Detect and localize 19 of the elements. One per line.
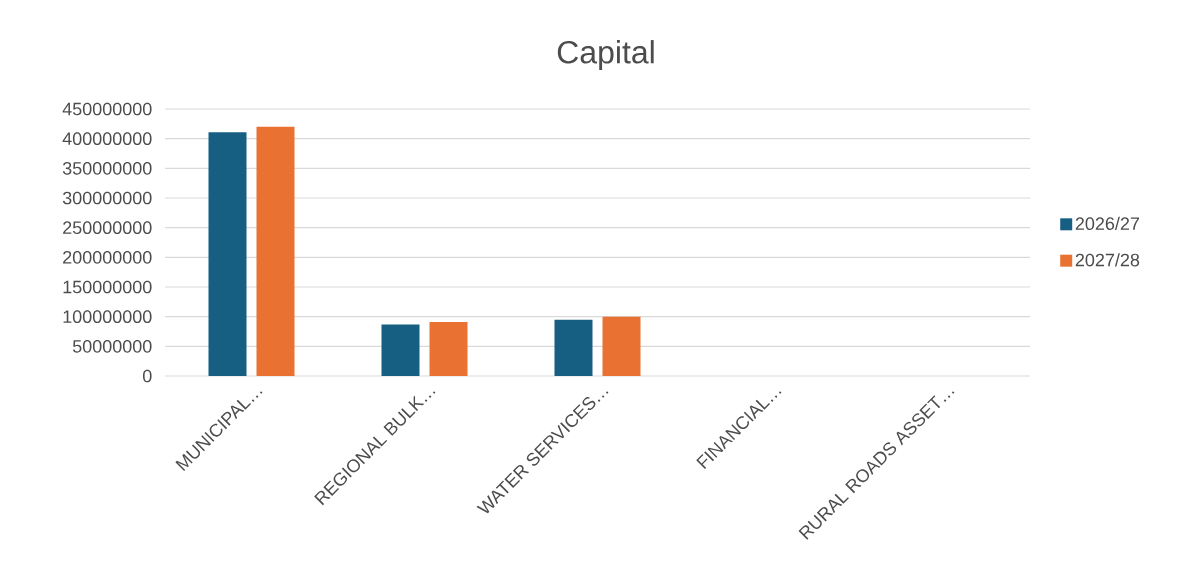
y-tick-label: 300000000 [62,191,152,205]
y-tick-label: 0 [142,369,152,383]
bar [554,319,593,376]
legend-label: 2027/28 [1075,253,1140,267]
y-tick-label: 350000000 [62,161,152,175]
y-tick-label: 200000000 [63,250,152,264]
bar [256,126,295,376]
y-tick-label: 150000000 [63,280,152,294]
y-tick-label: 100000000 [63,310,152,324]
y-tick-label: 400000000 [62,132,152,146]
legend-label: 2026/27 [1075,216,1140,230]
chart-title: Capital [557,40,654,70]
y-tick-label: 250000000 [63,221,152,235]
y-tick-label: 450000000 [62,102,152,116]
bar [208,132,247,376]
bar [381,324,420,376]
bar [602,316,641,376]
bar [429,322,468,376]
y-tick-label: 50000000 [72,339,152,353]
